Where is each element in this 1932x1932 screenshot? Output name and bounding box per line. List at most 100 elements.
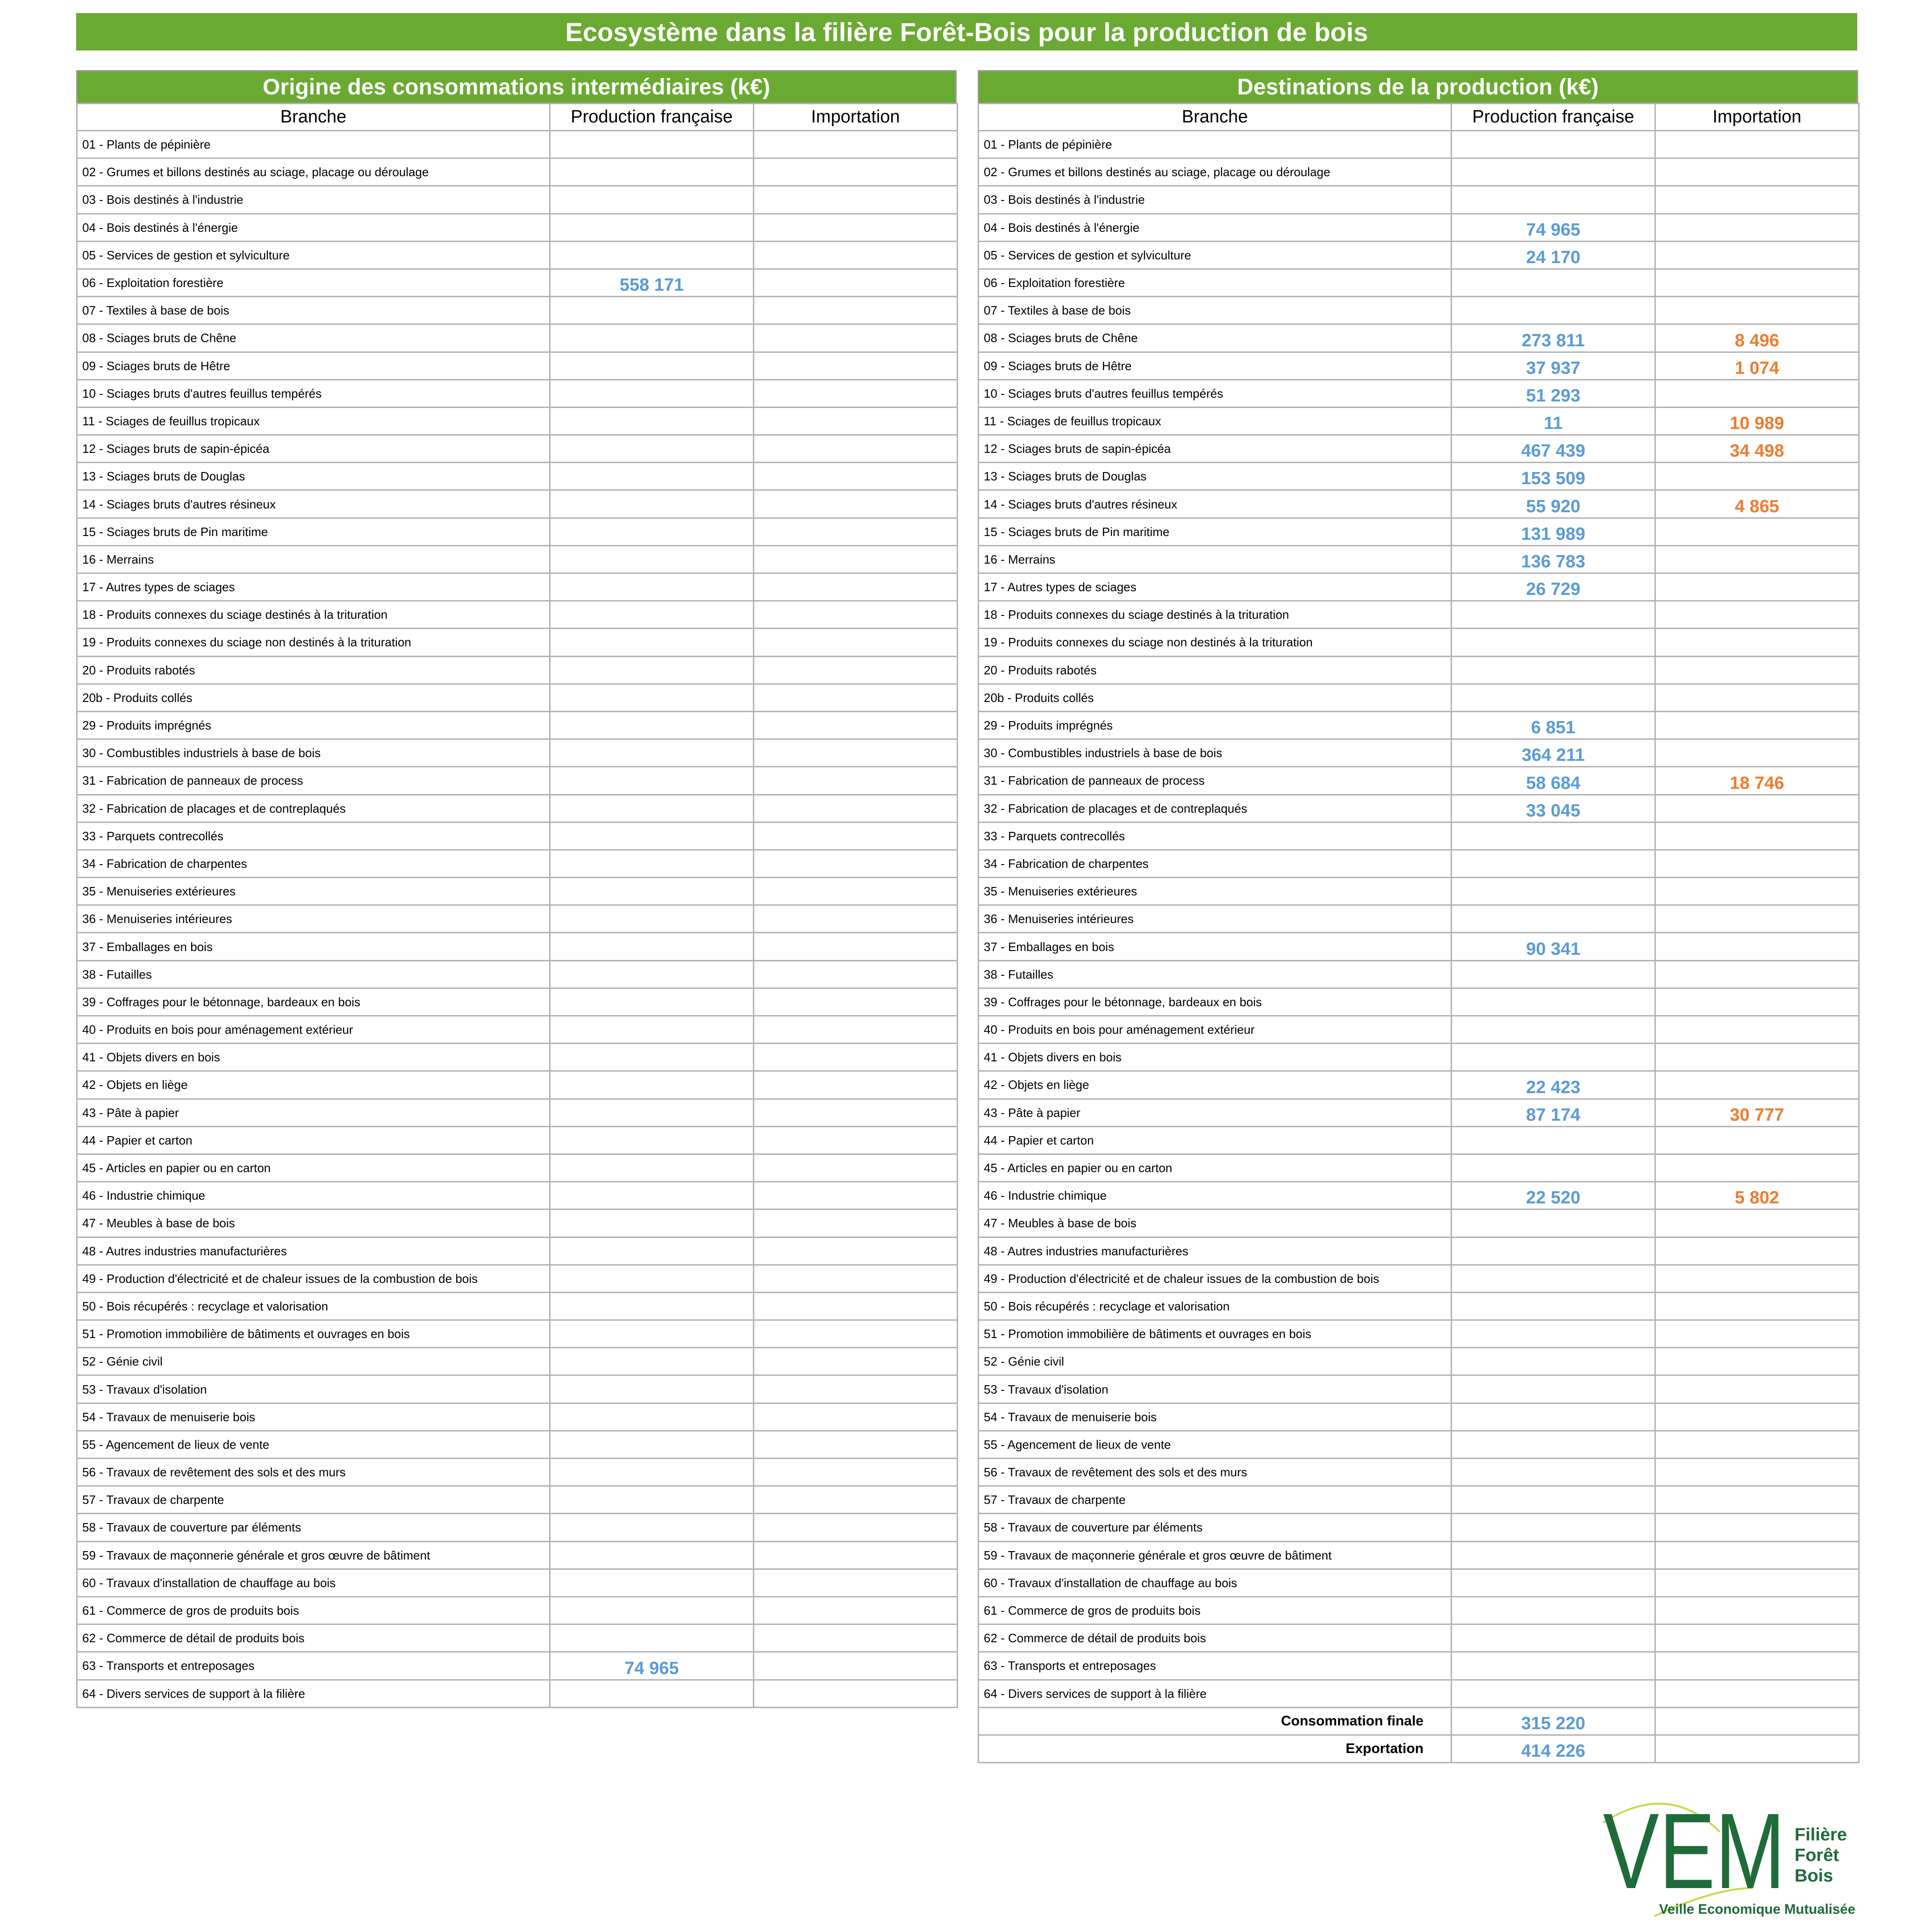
table-row: 56 - Travaux de revêtement des sols et d… [978,1457,1860,1487]
importation-value [1654,710,1860,740]
importation-value [1654,987,1860,1017]
production-francaise-value [549,1430,754,1460]
production-francaise-value [1451,1236,1656,1266]
importation-value [753,323,958,353]
production-francaise-value [549,1153,754,1183]
importation-value [753,1485,958,1515]
branch-label: 50 - Bois récupérés : recyclage et valor… [76,1291,551,1321]
table-row: 47 - Meubles à base de bois [978,1209,1860,1238]
importation-value [753,877,958,906]
importation-value [753,268,958,298]
branch-label: 47 - Meubles à base de bois [76,1209,551,1238]
importation-value: 10 989 [1654,406,1860,436]
importation-value [753,1568,958,1597]
branch-label: 61 - Commerce de gros de produits bois [978,1596,1452,1625]
production-francaise-value [549,932,754,961]
table-row: 44 - Papier et carton [978,1125,1860,1155]
branch-label: 38 - Futailles [76,959,551,989]
production-francaise-value [1451,296,1656,325]
table-row: 04 - Bois destinés à l'énergie [76,213,958,242]
production-francaise-value [549,655,754,685]
importation-value [753,1153,958,1183]
importation-value [753,1043,958,1072]
production-francaise-value [1451,185,1656,215]
importation-value [753,1374,958,1404]
table-row: 06 - Exploitation forestière [978,268,1860,298]
importation-value [753,379,958,408]
branch-label: 17 - Autres types de sciages [978,572,1452,602]
table-row: 35 - Menuiseries extérieures [76,877,958,906]
importation-value [1654,1125,1860,1155]
production-francaise-value [549,213,754,242]
branch-label: 46 - Industrie chimique [978,1181,1452,1210]
production-francaise-value [549,1043,754,1072]
branch-label: 53 - Travaux d'isolation [978,1374,1452,1404]
table-row: 02 - Grumes et billons destinés au sciag… [76,157,958,187]
production-francaise-value [1451,904,1656,934]
branch-label: 56 - Travaux de revêtement des sols et d… [978,1457,1452,1487]
table-row: 12 - Sciages bruts de sapin-épicéa 467 43… [978,434,1860,464]
importation-value [1654,1679,1860,1708]
importation-value: 18 746 [1654,766,1860,795]
importation-value [1654,1430,1860,1460]
branch-label: 51 - Promotion immobilière de bâtiments … [76,1319,551,1349]
production-francaise-value [1451,129,1656,159]
importation-value: 1 074 [1654,351,1860,380]
table-row: 33 - Parquets contrecollés [978,821,1860,851]
branch-label: 35 - Menuiseries extérieures [978,877,1452,906]
branch-label: 33 - Parquets contrecollés [978,821,1452,851]
production-francaise-value: 558 171 [549,268,754,298]
total-importation-value [1654,1734,1860,1764]
production-francaise-value [1451,1513,1656,1542]
importation-value [753,1181,958,1210]
production-francaise-value: 364 211 [1451,738,1656,768]
importation-value [753,1209,958,1238]
column-header-production-francaise: Production française [1451,103,1656,131]
branch-label: 01 - Plants de pépinière [76,129,551,159]
branch-label: 02 - Grumes et billons destinés au sciag… [978,157,1452,187]
production-francaise-value: 90 341 [1451,932,1656,961]
destination-table-body: 01 - Plants de pépinière 02 - Grumes et b… [978,129,1860,1764]
production-francaise-value [1451,1209,1656,1238]
branch-label: 39 - Coffrages pour le bétonnage, bardea… [978,987,1452,1017]
production-francaise-value [549,628,754,657]
importation-value [1654,1209,1860,1238]
importation-value [1654,1236,1860,1266]
importation-value [753,1236,958,1266]
logo-line-3: Bois [1795,1866,1833,1886]
production-francaise-value [549,572,754,602]
importation-value [1654,1402,1860,1431]
table-row: 01 - Plants de pépinière [76,129,958,159]
production-francaise-value [549,185,754,215]
production-francaise-value: 24 170 [1451,240,1656,270]
production-francaise-value: 74 965 [549,1651,754,1681]
production-francaise-value [549,517,754,546]
table-row: 30 - Combustibles industriels à base de … [978,738,1860,768]
production-francaise-value [1451,1374,1656,1404]
production-francaise-value [549,296,754,325]
table-row: 12 - Sciages bruts de sapin-épicéa [76,434,958,464]
importation-value [1654,1513,1860,1542]
table-row: 16 - Merrains 136 783 [978,544,1860,574]
importation-value [753,351,958,380]
importation-value [1654,1015,1860,1045]
branch-label: 57 - Travaux de charpente [978,1485,1452,1515]
production-francaise-value [549,1209,754,1238]
branch-label: 55 - Agencement de lieux de vente [76,1430,551,1460]
importation-value [753,1402,958,1431]
branch-label: 46 - Industrie chimique [76,1181,551,1210]
importation-value [753,185,958,215]
importation-value [753,1540,958,1570]
branch-label: 48 - Autres industries manufacturières [76,1236,551,1266]
branch-label: 63 - Transports et entreposages [76,1651,551,1681]
table-row: 40 - Produits en bois pour aménagement e… [76,1015,958,1045]
branch-label: 13 - Sciages bruts de Douglas [76,462,551,491]
table-row: 41 - Objets divers en bois [978,1043,1860,1072]
branch-label: 41 - Objets divers en bois [978,1043,1452,1072]
branch-label: 10 - Sciages bruts d'autres feuillus tem… [76,379,551,408]
branch-label: 47 - Meubles à base de bois [978,1209,1452,1238]
total-production-francaise-value: 414 226 [1451,1734,1656,1764]
production-francaise-value [549,379,754,408]
production-francaise-value [549,1181,754,1210]
importation-value [1654,655,1860,685]
